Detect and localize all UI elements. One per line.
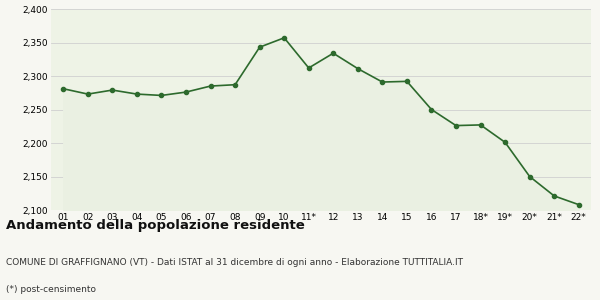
Text: Andamento della popolazione residente: Andamento della popolazione residente bbox=[6, 219, 305, 232]
Text: COMUNE DI GRAFFIGNANO (VT) - Dati ISTAT al 31 dicembre di ogni anno - Elaborazio: COMUNE DI GRAFFIGNANO (VT) - Dati ISTAT … bbox=[6, 258, 463, 267]
Text: (*) post-censimento: (*) post-censimento bbox=[6, 285, 96, 294]
